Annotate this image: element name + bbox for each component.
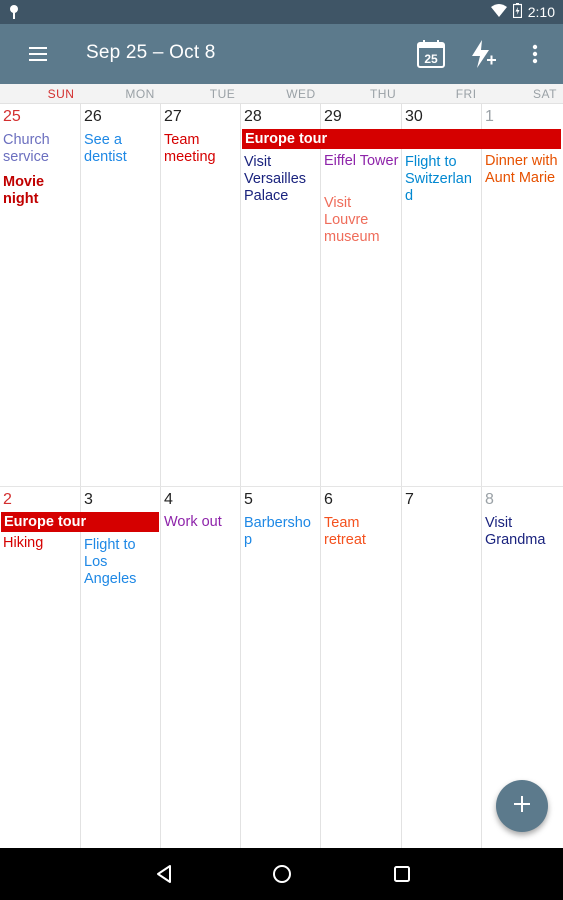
event-item[interactable]: Movie night	[3, 174, 45, 207]
day-cell[interactable]: 7	[402, 487, 482, 848]
week-row: 2 Hiking 3 Flight to Los Angeles 4 Work …	[0, 486, 563, 848]
event-item[interactable]: Eiffel Tower	[324, 153, 399, 169]
weekday-label: SAT	[533, 87, 557, 101]
battery-icon	[512, 3, 522, 21]
day-number: 6	[324, 491, 333, 508]
day-cell[interactable]: 6 Team retreat	[321, 487, 402, 848]
date-range-title[interactable]: Sep 25 – Oct 8	[86, 42, 216, 63]
day-number: 27	[164, 108, 182, 125]
multi-day-event-banner[interactable]: Europe tour	[1, 512, 159, 532]
today-badge-number: 25	[424, 52, 438, 66]
event-item[interactable]: Hiking	[3, 535, 44, 551]
event-item[interactable]: Flight to Los Angeles	[84, 537, 137, 587]
event-item[interactable]: Visit Grandma	[485, 515, 546, 548]
today-calendar-button[interactable]: 25	[413, 36, 449, 72]
calendar-grid: 25 Church service Movie night 26 See a d…	[0, 104, 563, 848]
day-cell[interactable]: 26 See a dentist	[81, 104, 161, 486]
weekday-label: MON	[125, 87, 155, 101]
day-number: 4	[164, 491, 173, 508]
weekday-label: WED	[286, 87, 316, 101]
day-number: 5	[244, 491, 253, 508]
weekday-label: SUN	[47, 87, 75, 101]
day-cell[interactable]: 5 Barbershop	[241, 487, 321, 848]
event-item[interactable]: Church service	[3, 132, 50, 165]
back-icon[interactable]	[152, 862, 176, 886]
event-item[interactable]: Visit Louvre museum	[324, 195, 380, 245]
event-item[interactable]: Work out	[164, 514, 222, 530]
overflow-menu-icon[interactable]	[517, 36, 553, 72]
day-cell[interactable]: 25 Church service Movie night	[0, 104, 81, 486]
day-cell[interactable]: 28 Visit Versailles Palace	[241, 104, 321, 486]
event-item[interactable]: See a dentist	[84, 132, 127, 165]
weekday-header: SUN MON TUE WED THU FRI SAT	[0, 84, 563, 104]
status-time: 2:10	[527, 4, 555, 20]
event-item[interactable]: Visit Versailles Palace	[244, 154, 307, 204]
location-pin-icon	[8, 4, 20, 25]
recents-icon[interactable]	[390, 862, 414, 886]
add-event-button[interactable]	[496, 780, 548, 832]
quick-add-icon[interactable]	[465, 36, 501, 72]
plus-icon	[513, 795, 531, 818]
week-row: 25 Church service Movie night 26 See a d…	[0, 104, 563, 486]
event-item[interactable]: Team meeting	[164, 132, 216, 165]
day-cell[interactable]: 27 Team meeting	[161, 104, 241, 486]
day-cell[interactable]: 1 Dinner with Aunt Marie	[482, 104, 563, 486]
day-number: 30	[405, 108, 423, 125]
weekday-label: FRI	[455, 87, 477, 101]
home-icon[interactable]	[270, 862, 294, 886]
day-cell[interactable]: 4 Work out	[161, 487, 241, 848]
event-item[interactable]: Team retreat	[324, 515, 366, 548]
day-number: 7	[405, 491, 414, 508]
day-cell[interactable]: 30 Flight to Switzerland	[402, 104, 482, 486]
day-number: 3	[84, 491, 93, 508]
day-number: 2	[3, 491, 12, 508]
event-item[interactable]: Barbershop	[244, 515, 311, 548]
day-number: 28	[244, 108, 262, 125]
weekday-label: THU	[369, 87, 397, 101]
day-number: 8	[485, 491, 494, 508]
system-nav-bar	[0, 848, 563, 900]
weekday-label: TUE	[209, 87, 236, 101]
day-cell[interactable]: 3 Flight to Los Angeles	[81, 487, 161, 848]
day-cell[interactable]: 29 Eiffel Tower Visit Louvre museum	[321, 104, 402, 486]
status-bar: 2:10	[0, 0, 563, 24]
day-number: 25	[3, 108, 21, 125]
day-cell[interactable]: 8 Visit Grandma	[482, 487, 563, 848]
menu-icon[interactable]	[24, 40, 52, 68]
day-number: 1	[485, 108, 494, 125]
event-item[interactable]: Dinner with Aunt Marie	[485, 153, 558, 186]
multi-day-event-banner[interactable]: Europe tour	[242, 129, 561, 149]
event-item[interactable]: Flight to Switzerland	[405, 154, 472, 204]
day-cell[interactable]: 2 Hiking	[0, 487, 81, 848]
day-number: 26	[84, 108, 102, 125]
wifi-icon	[490, 3, 507, 21]
app-bar: Sep 25 – Oct 8 25	[0, 24, 563, 84]
day-number: 29	[324, 108, 342, 125]
